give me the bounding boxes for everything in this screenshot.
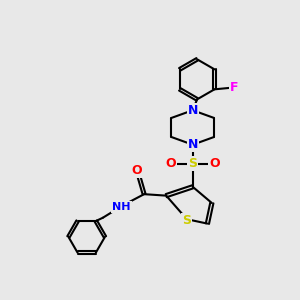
Text: O: O (131, 164, 142, 177)
Text: S: S (182, 214, 191, 227)
Text: N: N (188, 138, 198, 151)
Text: N: N (188, 104, 198, 117)
Text: S: S (188, 157, 197, 170)
Text: O: O (209, 157, 220, 170)
Text: O: O (165, 157, 176, 170)
Text: NH: NH (112, 202, 131, 212)
Text: F: F (230, 81, 239, 94)
